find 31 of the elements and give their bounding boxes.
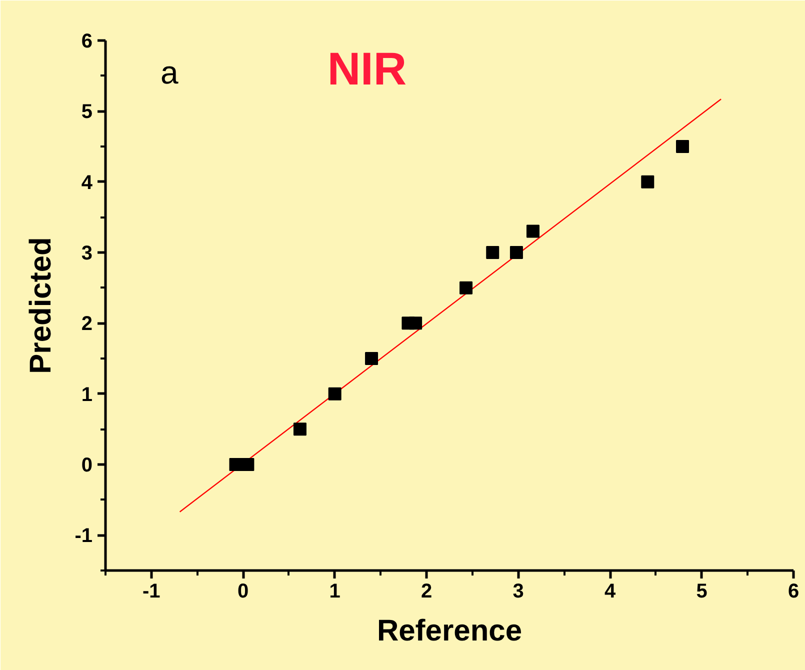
y-tick-label: 5 — [81, 101, 92, 124]
y-tick-label: 0 — [81, 454, 92, 476]
y-tick-label: 3 — [81, 242, 92, 264]
x-tick-label: 4 — [604, 580, 616, 602]
x-axis-title: Reference — [376, 614, 522, 648]
x-tick-label: 6 — [788, 580, 800, 602]
x-tick-label: 2 — [421, 580, 432, 602]
point — [641, 175, 654, 188]
y-tick-label: 4 — [81, 172, 94, 194]
y-tick-label: -1 — [74, 525, 93, 548]
annotation: a — [160, 54, 179, 90]
y-tick-label: 6 — [81, 30, 92, 52]
point — [409, 316, 422, 330]
chart-title: NIR — [327, 42, 407, 94]
point — [241, 458, 254, 471]
x-tick-label: 0 — [238, 580, 249, 602]
y-axis-title: Predicted — [24, 237, 58, 374]
x-tick-label: -1 — [142, 580, 160, 602]
x-tick-label: 3 — [512, 580, 524, 602]
x-tick-label: 5 — [696, 580, 708, 602]
point — [328, 387, 342, 400]
point — [460, 281, 473, 294]
point — [293, 422, 306, 436]
point — [526, 224, 540, 238]
x-tick-label: 1 — [329, 580, 340, 602]
point — [510, 246, 523, 259]
y-tick-label: 2 — [81, 313, 92, 336]
y-tick-label: 1 — [81, 384, 92, 406]
point — [486, 246, 500, 259]
point — [676, 140, 690, 153]
point — [365, 352, 378, 365]
